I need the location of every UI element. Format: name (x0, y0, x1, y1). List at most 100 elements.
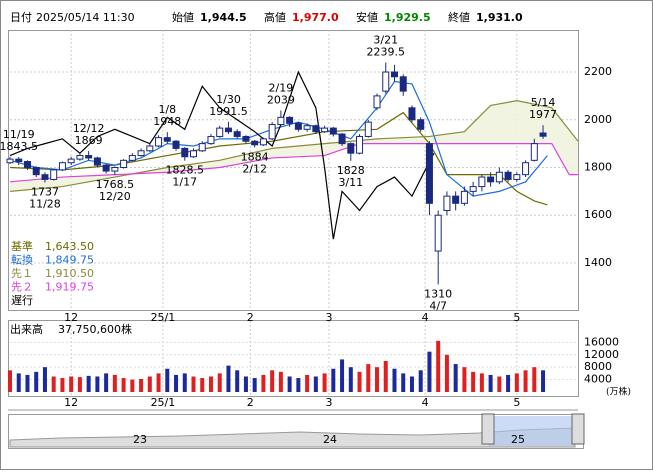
candle-body (434, 214, 442, 252)
annotation-value: 1869 (75, 134, 103, 147)
volume-bar (165, 368, 170, 392)
candle-body (41, 174, 49, 180)
volume-bar (427, 351, 432, 392)
volume-bar (313, 376, 318, 392)
navigator-label: 23 (133, 433, 147, 446)
y-tick-label: 4000 (584, 373, 612, 386)
candle-body (76, 155, 84, 160)
close-label: 終値 (448, 10, 470, 24)
candle-body (530, 143, 538, 161)
volume-bar (418, 370, 423, 392)
close: 1,931.0 (476, 11, 523, 24)
volume-bar (217, 373, 222, 392)
volume-unit: (万株) (606, 386, 631, 398)
volume-bar (156, 373, 161, 392)
volume-bar (331, 368, 336, 392)
volume-bar (60, 378, 65, 392)
annotation-value: 1828.5 (166, 164, 205, 177)
volume-bar (104, 373, 109, 392)
candle-body (399, 76, 407, 92)
annotation-date: 3/11 (338, 176, 363, 189)
x-tick-label: 2 (247, 311, 254, 324)
y-tick-label: 8000 (584, 360, 612, 373)
volume-bar (8, 370, 12, 392)
candle-body (58, 162, 66, 171)
volume-bar (523, 370, 528, 392)
candle-body (504, 171, 512, 180)
volume-bar (383, 360, 388, 392)
volume-bar (296, 378, 301, 392)
navigator-handle[interactable] (571, 413, 585, 445)
date-label: 日付 (10, 11, 32, 24)
volume-bar (235, 370, 240, 392)
candle-body (347, 143, 355, 154)
indicator-line (9, 70, 435, 240)
legend-label: 基準 (11, 239, 33, 253)
annotation-date: 2/19 (269, 81, 294, 94)
annotation-value: 2039 (267, 93, 295, 106)
volume-panel (8, 320, 579, 397)
x-tick-label: 25/1 (151, 396, 176, 409)
volume-bar (409, 376, 414, 392)
annotation-date: 2/12 (242, 162, 267, 175)
volume-bar (200, 378, 205, 392)
volume-bar (401, 373, 406, 392)
x-tick-label: 4 (422, 311, 429, 324)
volume-bar (270, 370, 275, 392)
volume-bar (34, 371, 39, 392)
volume-bar (471, 371, 476, 392)
x-tick-label: 5 (513, 311, 520, 324)
x-tick-label: 5 (513, 396, 520, 409)
annotation-date: 1/30 (216, 93, 241, 106)
candle-body (286, 116, 294, 124)
candle-body (277, 116, 285, 126)
candle-body (321, 127, 329, 133)
volume-bar (191, 376, 196, 392)
candle-body (190, 150, 198, 158)
candle-body (85, 155, 93, 159)
candle-body (207, 135, 215, 145)
annotation-value: 1828 (337, 164, 365, 177)
candle-body (460, 190, 468, 204)
candle-body (146, 145, 154, 152)
candle-body (390, 71, 398, 78)
volume-bar (506, 374, 511, 392)
candle-body (478, 176, 486, 188)
navigator-handle[interactable] (481, 413, 495, 445)
candle-body (495, 171, 503, 183)
price-panel (8, 30, 579, 311)
volume-bar (514, 373, 519, 392)
annotation-value: 1737 (31, 186, 59, 199)
navigator[interactable]: 23 24 25 (8, 413, 585, 449)
volume-bar (16, 373, 21, 392)
low: 1,929.5 (384, 11, 431, 24)
low-label: 安値 (356, 10, 378, 24)
legend-label: 転換 (11, 254, 33, 267)
x-tick-label: 12 (64, 396, 78, 409)
candle-body (224, 127, 232, 133)
annotation-date: 5/14 (531, 96, 556, 109)
cloud (10, 100, 578, 192)
annotation-value: 1310 (424, 287, 452, 300)
volume-bar (69, 376, 74, 392)
candle-body (303, 125, 311, 130)
volume-bar (51, 376, 56, 392)
candle-body (111, 166, 119, 172)
volume-bar (25, 374, 30, 392)
y-tick-label: 1800 (584, 160, 612, 173)
legend-label: 先１ (11, 267, 33, 280)
candle-body (128, 155, 136, 161)
volume-bar (366, 364, 371, 392)
y-tick-label: 2200 (584, 65, 612, 78)
candle-body (522, 162, 530, 176)
annotation-date: 4/7 (429, 299, 447, 312)
header: 日付 2025/05/14 11:30 始値 1,944.5 高値 1,977.… (10, 10, 523, 24)
candle-body (425, 143, 433, 204)
volume-bar (462, 367, 467, 392)
volume-bar (497, 376, 502, 392)
annotation-date: 3/21 (373, 34, 398, 47)
volume-bar (130, 379, 135, 392)
navigator-window[interactable] (488, 416, 574, 446)
candle-body (67, 158, 75, 164)
